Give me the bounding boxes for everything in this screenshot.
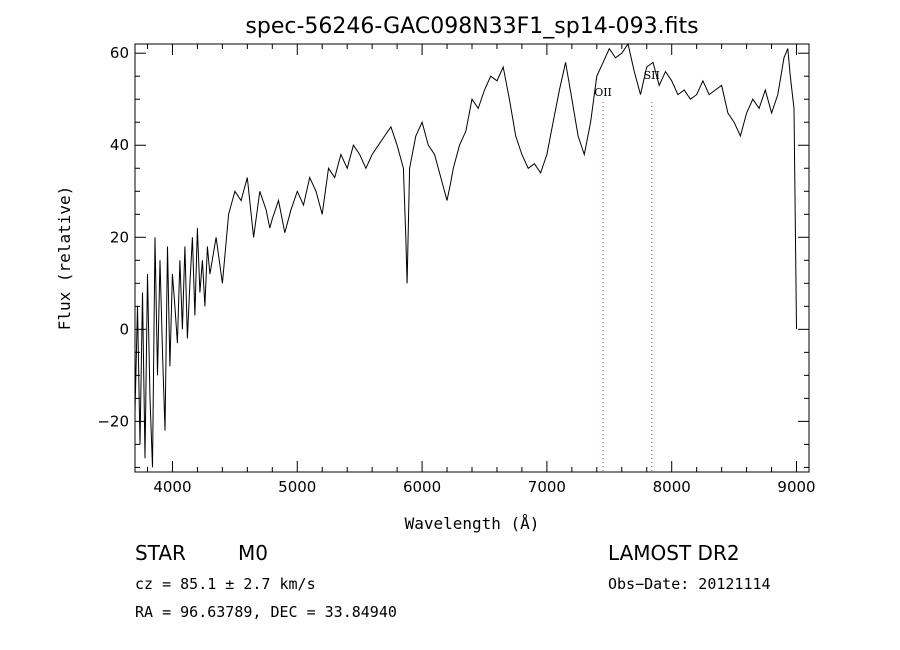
object-class: STAR [135, 541, 186, 565]
observation-date: Obs−Date: 20121114 [608, 575, 771, 593]
coordinates: RA = 96.63789, DEC = 33.84940 [135, 603, 397, 621]
x-tick-label: 7000 [528, 478, 566, 496]
object-subclass: M0 [238, 541, 268, 565]
chart-title: spec-56246-GAC098N33F1_sp14-093.fits [245, 14, 698, 39]
x-tick-label: 4000 [153, 478, 191, 496]
x-tick-label: 8000 [653, 478, 691, 496]
x-axis-label: Wavelength (Å) [405, 514, 540, 533]
y-tick-label: 0 [119, 320, 129, 338]
y-tick-labels: −20 0 20 40 60 [97, 44, 129, 430]
y-tick-label: 40 [110, 136, 129, 154]
axis-ticks [135, 44, 809, 472]
y-tick-label: 20 [110, 228, 129, 246]
survey-name: LAMOST DR2 [608, 541, 740, 565]
x-tick-label: 9000 [777, 478, 815, 496]
x-tick-label: 6000 [403, 478, 441, 496]
y-axis-label: Flux (relative) [55, 186, 74, 331]
redshift-cz: cz = 85.1 ± 2.7 km/s [135, 575, 316, 593]
x-tick-label: 5000 [278, 478, 316, 496]
spectrum-line [134, 42, 797, 468]
y-tick-label: 60 [110, 44, 129, 62]
y-tick-label: −20 [97, 412, 129, 430]
x-tick-labels: 4000 5000 6000 7000 8000 9000 [153, 478, 815, 496]
plot-frame [134, 43, 810, 473]
line-marker-label: OII [594, 86, 612, 99]
